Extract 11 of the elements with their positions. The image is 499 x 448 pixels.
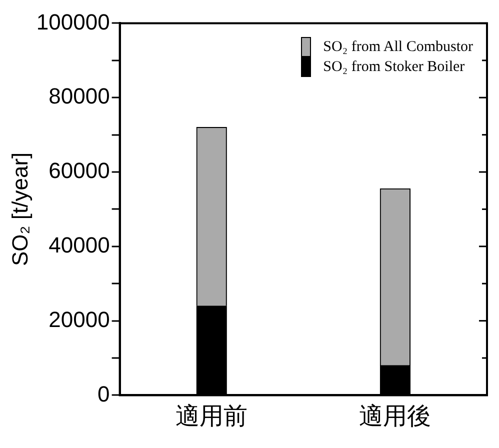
legend-label: SO₂ from Stoker Boiler — [323, 58, 465, 76]
x-tick-label: 適用後 — [359, 402, 432, 430]
y-tick-label: 80000 — [48, 84, 110, 109]
y-tick-label: 0 — [98, 381, 110, 406]
y-tick-label: 20000 — [48, 306, 110, 332]
y-tick-label: 60000 — [48, 158, 110, 184]
y-tick-label: 40000 — [48, 232, 110, 258]
legend-label: SO₂ from All Combustor — [323, 38, 473, 56]
y-tick-label: 100000 — [36, 9, 110, 34]
x-tick-label: 適用前 — [176, 402, 248, 430]
y-axis-title: SO₂ [t/year] — [7, 152, 32, 266]
